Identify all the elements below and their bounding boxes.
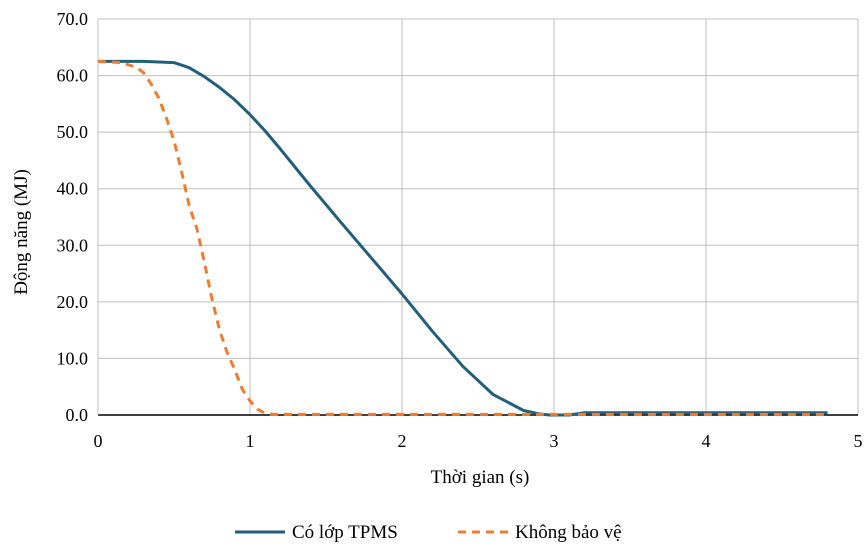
y-tick-label: 60.0: [57, 66, 89, 86]
y-tick-label: 50.0: [57, 122, 89, 142]
y-axis-title: Động năng (MJ): [11, 169, 32, 295]
x-tick-label: 1: [246, 431, 255, 451]
x-axis-title: Thời gian (s): [431, 467, 530, 488]
legend-label-tpms: Có lớp TPMS: [292, 522, 398, 543]
y-tick-label: 40.0: [57, 179, 89, 199]
y-tick-label: 0.0: [66, 405, 89, 425]
series-lines: [97, 59, 828, 417]
y-tick-label: 20.0: [57, 292, 89, 312]
x-tick-label: 2: [398, 431, 407, 451]
y-tick-label: 70.0: [57, 9, 89, 29]
series-line-unprotected: [97, 59, 828, 416]
legend-label-unprotected: Không bảo vệ: [515, 522, 622, 543]
series-line-tpms: [98, 59, 828, 417]
legend: Có lớp TPMS Không bảo vệ: [235, 522, 622, 543]
y-tick-label: 10.0: [57, 348, 89, 368]
y-tick-label: 30.0: [57, 235, 89, 255]
x-tick-label: 5: [854, 431, 863, 451]
grid-lines: [98, 18, 859, 415]
x-tick-label: 4: [702, 431, 711, 451]
x-tick-label: 0: [94, 431, 103, 451]
y-axis: 0.0 10.0 20.0 30.0 40.0 50.0 60.0 70.0: [57, 9, 99, 425]
x-tick-label: 3: [550, 431, 559, 451]
x-axis: 0 1 2 3 4 5: [94, 414, 863, 451]
